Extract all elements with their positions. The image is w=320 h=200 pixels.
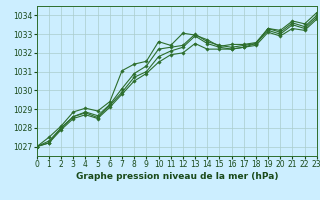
X-axis label: Graphe pression niveau de la mer (hPa): Graphe pression niveau de la mer (hPa) — [76, 172, 278, 181]
